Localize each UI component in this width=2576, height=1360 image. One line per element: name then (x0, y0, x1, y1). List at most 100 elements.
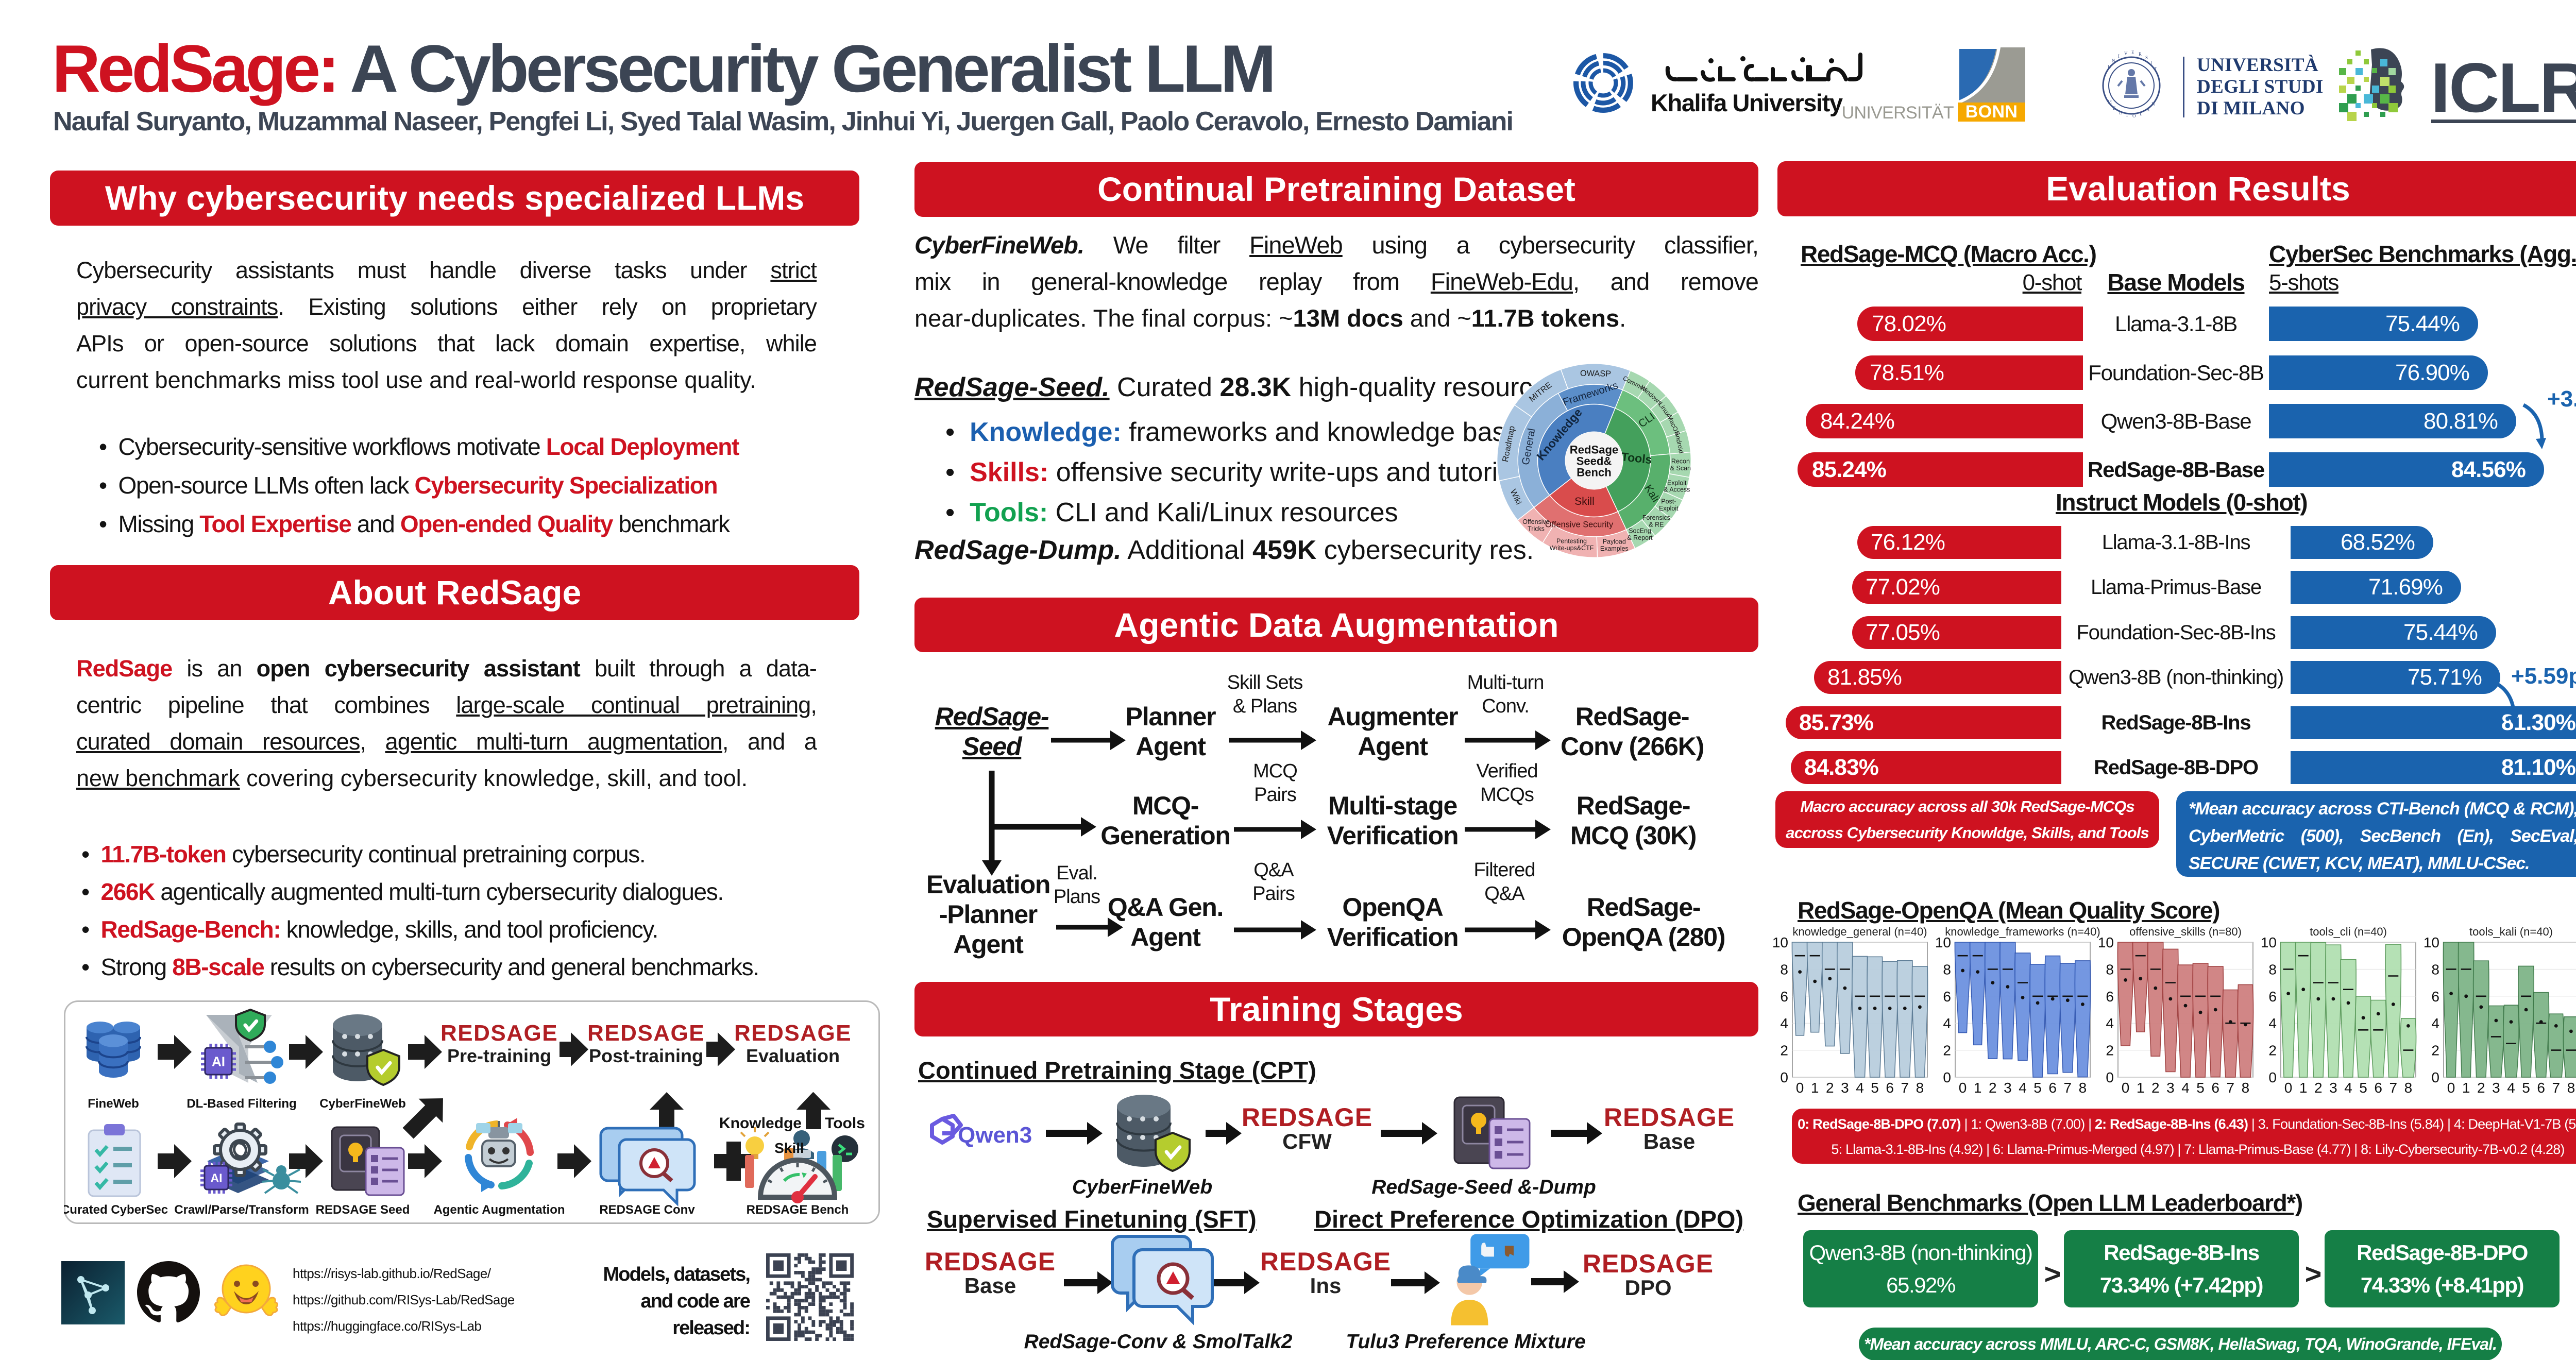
svg-text:N: N (2151, 101, 2155, 107)
svg-text:SocEng: SocEng (1629, 528, 1651, 535)
svg-text:6: 6 (2268, 989, 2277, 1005)
svg-text:REDSAGE: REDSAGE (440, 1021, 558, 1046)
svg-text:4: 4 (1780, 1015, 1788, 1031)
svg-text:0: 0 (1959, 1080, 1967, 1096)
svg-text:6: 6 (2374, 1080, 2382, 1096)
svg-text:Pentesting: Pentesting (1556, 537, 1587, 545)
svg-text:0: 0 (2431, 1069, 2439, 1085)
svg-text:5: 5 (2196, 1080, 2205, 1096)
svg-text:I: I (2126, 113, 2128, 118)
svg-text:0: 0 (2268, 1069, 2277, 1085)
svg-text:& Access: & Access (1664, 486, 1690, 494)
svg-text:0: 0 (1796, 1080, 1804, 1096)
svg-text:3: 3 (2004, 1080, 2012, 1096)
svg-text:6: 6 (1943, 989, 1951, 1005)
svg-text:1: 1 (1811, 1080, 1819, 1096)
svg-text:REDSAGE: REDSAGE (734, 1021, 852, 1046)
svg-text:8: 8 (1780, 961, 1788, 977)
svg-text:5: 5 (1871, 1080, 1879, 1096)
svg-text:Tricks: Tricks (1528, 525, 1545, 532)
svg-text:I: I (2150, 60, 2152, 65)
svg-text:RedSage: RedSage (1570, 444, 1618, 456)
svg-text:REDSAGE Seed: REDSAGE Seed (316, 1203, 410, 1217)
svg-text:Post-: Post- (1661, 498, 1676, 505)
svg-text:A: A (2146, 107, 2150, 112)
svg-text:8: 8 (2268, 961, 2277, 977)
svg-text:E: E (2113, 106, 2116, 111)
svg-text:knowledge_frameworks (n=40): knowledge_frameworks (n=40) (1945, 925, 2100, 938)
svg-text:Tools: Tools (825, 1115, 865, 1132)
svg-text:7: 7 (2227, 1080, 2235, 1096)
svg-text:6: 6 (2048, 1080, 2057, 1096)
svg-text:AI: AI (211, 1171, 223, 1184)
svg-text:3: 3 (2492, 1080, 2500, 1096)
svg-text:OWASP: OWASP (1580, 369, 1612, 379)
svg-text:4: 4 (1856, 1080, 1864, 1096)
svg-text:5: 5 (2359, 1080, 2367, 1096)
svg-text:Forensics: Forensics (1642, 514, 1670, 521)
svg-text:6: 6 (2211, 1080, 2219, 1096)
svg-text:10: 10 (1935, 934, 1951, 950)
svg-text:Post-training: Post-training (589, 1045, 703, 1066)
svg-text:T: T (2154, 66, 2157, 72)
svg-text:Tools: Tools (1621, 450, 1653, 466)
svg-text:offensive_skills (n=80): offensive_skills (n=80) (2129, 925, 2242, 938)
svg-text:4: 4 (2106, 1015, 2114, 1031)
svg-text:Seed&: Seed& (1577, 455, 1612, 468)
svg-text:Exploit: Exploit (1659, 505, 1679, 512)
svg-text:V: V (2124, 51, 2128, 56)
svg-text:Knowledge: Knowledge (719, 1115, 802, 1132)
svg-text:N: N (2112, 58, 2115, 63)
svg-text:Qwen3: Qwen3 (958, 1123, 1032, 1148)
svg-text:8: 8 (1916, 1080, 1924, 1096)
svg-text:0: 0 (2447, 1080, 2455, 1096)
svg-text:REDSAGE Conv: REDSAGE Conv (599, 1203, 695, 1217)
svg-text:3: 3 (1841, 1080, 1849, 1096)
svg-text:2: 2 (2431, 1043, 2439, 1059)
svg-text:2: 2 (1943, 1043, 1951, 1059)
svg-text:Skill: Skill (774, 1140, 804, 1156)
svg-text:3: 3 (2329, 1080, 2337, 1096)
svg-text:6: 6 (1886, 1080, 1894, 1096)
svg-text:tools_cli (n=40): tools_cli (n=40) (2310, 925, 2387, 938)
svg-text:M: M (2108, 99, 2112, 105)
svg-text:Recon: Recon (1671, 457, 1690, 465)
svg-text:10: 10 (2261, 934, 2277, 950)
svg-text:Offensive Security: Offensive Security (1545, 520, 1614, 530)
svg-text:REDSAGE: REDSAGE (587, 1021, 705, 1046)
svg-text:DL-Based Filtering: DL-Based Filtering (187, 1097, 296, 1111)
svg-text:O: O (2132, 113, 2136, 118)
svg-text:Evaluation: Evaluation (746, 1045, 840, 1066)
svg-text:knowledge_general (n=40): knowledge_general (n=40) (1792, 925, 1927, 938)
svg-text:I: I (2118, 54, 2120, 59)
svg-text:REDSAGE Bench: REDSAGE Bench (747, 1203, 849, 1217)
svg-text:2: 2 (1989, 1080, 1997, 1096)
svg-text:3: 3 (2166, 1080, 2175, 1096)
svg-text:Crawl/Parse/Transform: Crawl/Parse/Transform (174, 1203, 309, 1217)
svg-text:4: 4 (2268, 1015, 2277, 1031)
svg-text:8: 8 (2404, 1080, 2413, 1096)
svg-text:Skill: Skill (1574, 496, 1595, 507)
svg-text:D: D (2119, 110, 2123, 115)
svg-text:8: 8 (1943, 961, 1951, 977)
svg-text:0: 0 (2106, 1069, 2114, 1085)
svg-text:& RE: & RE (1649, 521, 1664, 528)
svg-text:4: 4 (1943, 1015, 1951, 1031)
svg-text:1: 1 (2299, 1080, 2308, 1096)
svg-text:1: 1 (2462, 1080, 2470, 1096)
svg-text:7: 7 (2389, 1080, 2398, 1096)
svg-text:4: 4 (2181, 1080, 2190, 1096)
svg-text:S: S (2145, 55, 2148, 60)
svg-text:8: 8 (2079, 1080, 2087, 1096)
svg-text:Examples: Examples (1600, 545, 1629, 552)
svg-text:E: E (2131, 50, 2134, 55)
svg-text:2: 2 (2151, 1080, 2160, 1096)
svg-text:8: 8 (2242, 1080, 2250, 1096)
svg-text:0: 0 (1780, 1069, 1788, 1085)
svg-text:U: U (2108, 64, 2111, 70)
svg-text:5: 5 (2522, 1080, 2530, 1096)
svg-text:8: 8 (2431, 961, 2439, 977)
svg-text:7: 7 (2064, 1080, 2072, 1096)
svg-text:Agentic Augmentation: Agentic Augmentation (433, 1203, 565, 1217)
svg-text:2: 2 (1780, 1043, 1788, 1059)
